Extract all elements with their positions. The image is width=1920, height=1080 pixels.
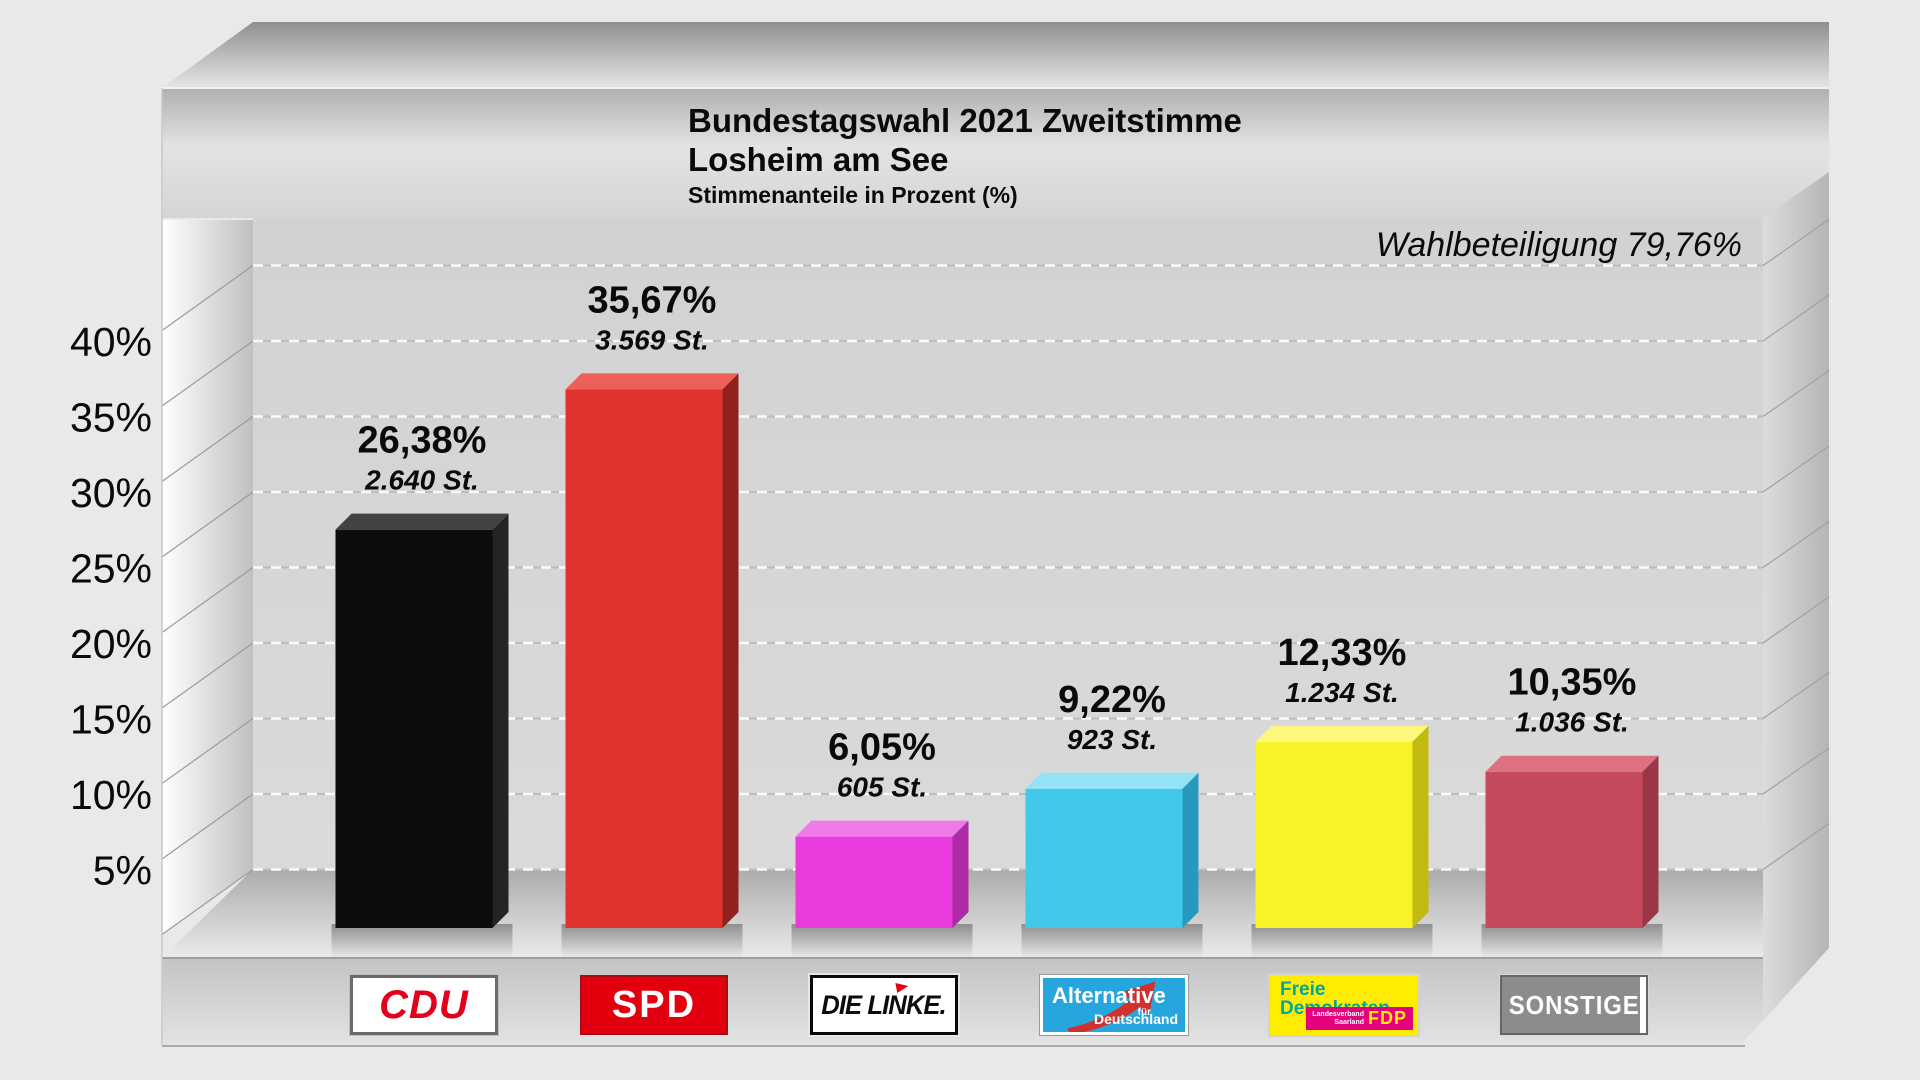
ytick-label-10: 10% <box>70 772 152 818</box>
ytick-label-30: 30% <box>70 470 152 516</box>
left-hatch-25 <box>161 567 254 633</box>
legend-logo-cdu: CDU <box>350 975 498 1035</box>
linke-flag-icon <box>895 983 909 993</box>
right-hatch-5 <box>1762 823 1830 870</box>
bar-percent-label-afd: 9,22% <box>1058 679 1166 721</box>
gridlines <box>253 264 1763 871</box>
bar-side-sonstige <box>1642 755 1659 928</box>
left-hatch-35 <box>161 416 254 482</box>
ytick-label-20: 20% <box>70 621 152 667</box>
bar-count-label-sonstige: 1.036 St. <box>1515 707 1629 738</box>
bar-front-fdp <box>1255 741 1413 928</box>
right-hatch-20 <box>1762 596 1830 644</box>
bar-percent-label-sonstige: 10,35% <box>1508 662 1637 704</box>
bar-percent-label-cdu: 26,38% <box>358 420 487 462</box>
ytick-label-35: 35% <box>70 395 152 441</box>
ytick-label-25: 25% <box>70 546 152 592</box>
linke-logo-text: DIE LINKE. <box>821 989 947 1020</box>
bar-front-cdu <box>335 529 493 928</box>
bar-side-spd <box>722 373 739 928</box>
bar-top-fdp <box>1255 725 1429 742</box>
turnout-note: Wahlbeteiligung 79,76% <box>1376 226 1742 264</box>
ytick-label-5: 5% <box>93 848 152 894</box>
left-hatch-20 <box>161 642 254 709</box>
bar-front-spd <box>565 389 723 928</box>
right-wall-hatch <box>1762 219 1830 870</box>
left-hatch-15 <box>161 718 254 784</box>
right-hatch-30 <box>1762 445 1830 493</box>
y-axis-tick-labels: 40% 35% 30% 25% 20% 15% 10% 5% <box>70 319 152 894</box>
afd-logo-line3: Deutschland <box>1093 1011 1178 1027</box>
cdu-logo-text: CDU <box>379 982 469 1027</box>
bar-reflection-afd <box>1021 924 1203 958</box>
bar-count-label-spd: 3.569 St. <box>595 324 709 355</box>
bar-percent-label-spd: 35,67% <box>588 279 717 321</box>
right-hatch-35 <box>1762 370 1830 417</box>
chart-title: Bundestagswahl 2021 Zweitstimme <box>688 102 1242 139</box>
bar-reflection-fdp <box>1251 924 1433 958</box>
left-hatch-10 <box>161 793 254 860</box>
bar-reflection-spd <box>561 924 743 958</box>
spd-logo-text: SPD <box>611 983 697 1026</box>
bar-top-afd <box>1025 772 1199 789</box>
bar-count-label-die-linke: 605 St. <box>837 772 927 803</box>
fdp-logo-smalltext: Landesverband Saarland <box>1312 1011 1364 1026</box>
left-hatch-40 <box>161 340 254 407</box>
bar-count-label-afd: 923 St. <box>1067 724 1157 755</box>
plot-right-wall <box>1763 172 1829 1047</box>
chart-subtitle: Losheim am See <box>688 141 948 178</box>
bar-top-spd <box>565 373 739 390</box>
bar-top-sonstige <box>1485 755 1659 772</box>
right-hatch-40 <box>1762 294 1830 342</box>
legend-logo-sonstige: SONSTIGE <box>1500 975 1648 1035</box>
bar-side-afd <box>1182 772 1199 928</box>
right-hatch-45 <box>1762 219 1830 266</box>
bar-reflection-die-linke <box>791 924 973 958</box>
right-hatch-25 <box>1762 521 1830 568</box>
fdp-logo-line1: Freie <box>1280 979 1326 1000</box>
chart-units-note: Stimmenanteile in Prozent (%) <box>688 182 1018 208</box>
bar-side-fdp <box>1412 725 1429 928</box>
left-hatch-30 <box>161 491 254 558</box>
sonstige-logo-text: SONSTIGE <box>1508 989 1640 1020</box>
left-hatch-45 <box>161 265 254 331</box>
bar-value-labels: 26,38%2.640 St. 35,67%3.569 St. 6,05%605 S… <box>358 279 1637 802</box>
bar-top-cdu <box>335 513 509 530</box>
legend-logo-fdp: Freie Demokraten Landesverband Saarland … <box>1270 975 1418 1035</box>
fdp-logo-badge-text: FDP <box>1368 1008 1407 1028</box>
legend-logo-spd: SPD <box>580 975 728 1035</box>
bar-count-label-cdu: 2.640 St. <box>364 465 479 496</box>
bar-side-cdu <box>492 513 509 928</box>
ytick-label-40: 40% <box>70 319 152 365</box>
bar-reflection-sonstige <box>1481 924 1663 958</box>
bar-front-afd <box>1025 788 1183 928</box>
bar-top-die-linke <box>795 820 969 837</box>
bar-front-die-linke <box>795 836 953 928</box>
ytick-label-15: 15% <box>70 697 152 743</box>
plot-left-wall <box>162 220 253 935</box>
bar-reflection-cdu <box>331 924 513 958</box>
bar-percent-label-die-linke: 6,05% <box>828 727 936 769</box>
left-wall-hatch <box>161 265 254 935</box>
right-hatch-10 <box>1762 747 1830 795</box>
bar-count-label-fdp: 1.234 St. <box>1285 677 1399 708</box>
frame-top-face <box>162 22 1829 88</box>
frame-front-band <box>162 88 1829 218</box>
bar-front-sonstige <box>1485 771 1643 928</box>
bar-reflections <box>331 924 1663 958</box>
legend-logo-afd: Alternative für Deutschland <box>1040 975 1188 1035</box>
afd-logo-line1: Alternative <box>1052 983 1166 1008</box>
frame-corner-bevel <box>1739 948 1829 1047</box>
bar-percent-label-fdp: 12,33% <box>1278 632 1407 674</box>
fdp-logo-badge: Landesverband Saarland FDP <box>1306 1007 1413 1030</box>
afd-logo-line2: für <box>1137 1007 1151 1018</box>
legend-logo-linke: DIE LINKE. <box>810 975 958 1035</box>
bar-side-die-linke <box>952 820 969 928</box>
bars <box>335 373 1659 928</box>
right-hatch-15 <box>1762 672 1830 719</box>
left-hatch-5 <box>161 869 254 935</box>
